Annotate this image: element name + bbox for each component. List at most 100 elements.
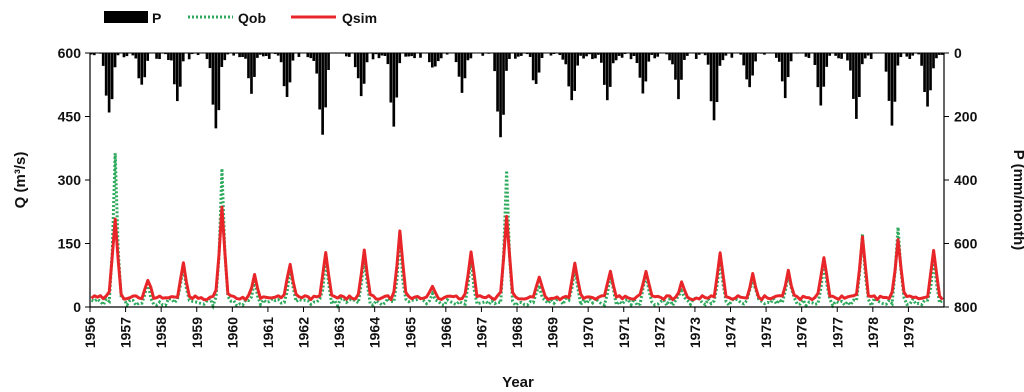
precip-bar <box>413 53 416 59</box>
precip-bar <box>104 53 108 96</box>
precip-bar <box>780 53 784 82</box>
precip-bar <box>828 53 832 56</box>
precip-bar <box>140 53 144 85</box>
precip-bar <box>285 53 289 97</box>
precip-bar <box>232 53 235 56</box>
precip-bar <box>347 53 351 57</box>
precip-bar <box>656 53 660 57</box>
precip-bar <box>686 53 689 56</box>
x-tick-label: 1978 <box>865 317 881 348</box>
precip-bar <box>214 53 218 129</box>
precip-bar <box>499 53 502 138</box>
precip-bar <box>288 53 292 83</box>
precip-bar <box>724 53 728 56</box>
precip-bar <box>190 53 194 55</box>
precip-bar <box>362 53 366 84</box>
x-tick-label: 1960 <box>224 317 240 348</box>
precip-bar <box>644 53 648 82</box>
precip-bar <box>395 53 399 98</box>
precip-bar <box>849 53 852 71</box>
precip-bar <box>131 53 135 56</box>
precip-bar <box>241 53 244 58</box>
precip-bar <box>410 53 413 57</box>
precip-bar <box>754 53 757 62</box>
precip-bar <box>650 53 654 55</box>
precip-bar <box>514 53 517 59</box>
precip-bar <box>932 53 935 69</box>
precip-bar <box>893 53 897 102</box>
precip-bar <box>837 53 840 59</box>
x-tick-label: 1973 <box>687 317 703 348</box>
x-tick-label: 1961 <box>260 317 276 348</box>
precip-bar <box>602 53 606 85</box>
precip-bar <box>647 53 651 62</box>
precip-bar <box>173 53 176 85</box>
precip-bar <box>706 53 710 65</box>
precip-bar <box>807 53 811 58</box>
precip-bar <box>789 53 793 62</box>
precip-bar <box>608 53 612 87</box>
precip-bar <box>493 53 496 72</box>
precip-bar <box>525 53 529 55</box>
precip-bar <box>745 53 748 80</box>
precip-bar <box>496 53 499 112</box>
precip-bar <box>273 53 277 55</box>
precip-bar <box>908 53 912 59</box>
precip-bar <box>187 53 191 60</box>
precip-bar <box>751 53 754 76</box>
precip-bar <box>389 53 393 103</box>
precip-bar <box>259 53 262 55</box>
legend-label-qob: Qob <box>238 10 266 26</box>
precip-bar <box>226 53 230 55</box>
precip-bar <box>217 53 221 111</box>
precip-bar <box>591 53 594 60</box>
precip-bar <box>407 53 410 57</box>
precip-bar <box>582 53 585 59</box>
precip-bar <box>398 53 402 64</box>
precip-bar <box>211 53 215 105</box>
precip-bar <box>920 53 923 66</box>
precip-bar <box>250 53 253 94</box>
precip-bar <box>181 53 185 62</box>
precip-bar <box>694 53 698 59</box>
precip-bar <box>439 53 443 59</box>
precip-bar <box>858 53 861 97</box>
precip-bar <box>253 53 256 77</box>
precip-bar <box>869 53 873 60</box>
right-tick-label: 800 <box>954 299 978 315</box>
precip-bar <box>715 53 719 103</box>
precip-bar <box>653 53 657 59</box>
precip-bar <box>158 53 161 60</box>
precip-bar <box>125 53 129 57</box>
legend-label-p: P <box>152 10 161 26</box>
precip-bar <box>419 53 422 58</box>
precip-bar <box>256 53 259 58</box>
precip-bar <box>855 53 858 119</box>
precip-bar <box>309 53 313 59</box>
precip-bar <box>122 53 126 58</box>
precip-bar <box>620 53 624 58</box>
precip-bar <box>763 53 766 55</box>
precip-bar <box>929 53 932 91</box>
precip-bar <box>466 53 470 61</box>
precip-bar <box>261 53 265 57</box>
precip-bar <box>282 53 286 87</box>
precip-bar <box>137 53 141 79</box>
precip-bar <box>941 53 944 55</box>
precip-bar <box>386 53 390 65</box>
x-tick-label: 1962 <box>296 317 312 348</box>
precip-bar <box>101 53 105 66</box>
precip-bar <box>611 53 615 64</box>
precip-bar <box>297 53 301 57</box>
precip-bar <box>594 53 597 59</box>
precip-bar <box>786 53 790 78</box>
precip-bar <box>540 53 544 58</box>
precip-bar <box>374 53 378 55</box>
precip-bar <box>623 53 627 55</box>
precip-bar <box>665 53 668 55</box>
x-tick-label: 1963 <box>331 317 347 348</box>
qob-series-line <box>90 153 944 310</box>
left-axis-title: Q (m³/s) <box>12 152 29 209</box>
right-tick-label: 600 <box>954 236 978 252</box>
